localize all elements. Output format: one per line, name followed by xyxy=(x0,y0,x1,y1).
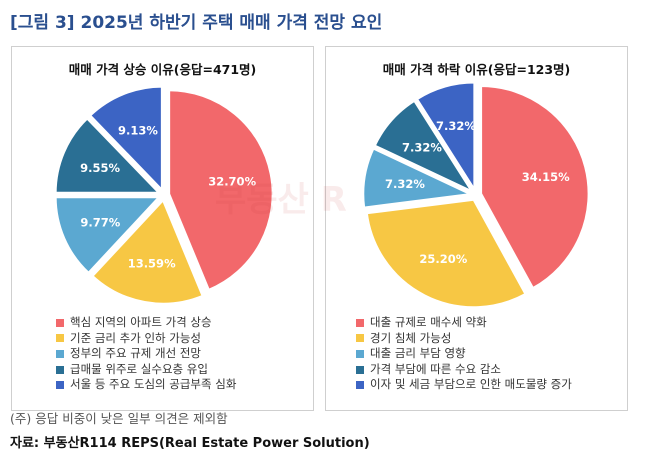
footnote: (주) 응답 비중이 낮은 일부 의견은 제외함 xyxy=(10,411,228,426)
pie-chart-rise: 32.70% 13.59% 9.77% 9.55% 9.13% xyxy=(54,85,275,306)
legend-label: 기준 금리 추가 인하 가능성 xyxy=(70,330,202,345)
pie-slice-4 xyxy=(372,98,476,195)
legend-label: 이자 및 세금 부담으로 인한 매도물량 증가 xyxy=(370,377,572,392)
figure-title: [그림 3] 2025년 하반기 주택 매매 가격 전망 요인 xyxy=(10,13,383,33)
legend-item-3: 대출 금리 부담 영향 xyxy=(356,346,572,362)
pie-slice-2 xyxy=(90,197,205,306)
legend-label: 대출 금리 부담 영향 xyxy=(370,346,466,361)
legend-label: 정부의 주요 규제 개선 전망 xyxy=(70,346,202,361)
legend-item-4: 급매물 위주로 실수요층 유입 xyxy=(56,362,236,378)
legend-label: 대출 규제로 매수세 약화 xyxy=(370,315,487,329)
legend-swatch xyxy=(56,349,64,358)
pie-slice-5 xyxy=(88,85,164,194)
legend-label: 경기 침체 가능성 xyxy=(370,330,452,345)
source-line: 자료: 부동산R114 REPS(Real Estate Power Solut… xyxy=(10,436,370,451)
legend-label: 서울 등 주요 도심의 공급부족 심화 xyxy=(70,377,237,392)
slice-label-1: 32.70% xyxy=(208,174,256,188)
pie-slice-4 xyxy=(54,116,163,195)
legend-swatch xyxy=(356,318,364,327)
slice-label-3: 7.32% xyxy=(385,177,425,191)
legend-item-1: 대출 규제로 매수세 약화 xyxy=(356,315,572,331)
legend-item-5: 서울 등 주요 도심의 공급부족 심화 xyxy=(56,377,236,393)
legend-swatch xyxy=(356,349,364,358)
legend-item-5: 이자 및 세금 부담으로 인한 매도물량 증가 xyxy=(356,377,572,393)
legend-item-3: 정부의 주요 규제 개선 전망 xyxy=(56,346,236,362)
slice-label-2: 25.20% xyxy=(419,252,467,266)
chart-panel-fall: 매매 가격 하락 이유(응답=123명) 34.15% 25.20% 7.32% 7.… xyxy=(325,46,628,411)
pie-slice-2 xyxy=(365,198,528,309)
legend-swatch xyxy=(56,318,64,327)
chart-title-fall: 매매 가격 하락 이유(응답=123명) xyxy=(382,62,571,77)
legend-fall: 대출 규제로 매수세 약화 경기 침체 가능성 대출 금리 부담 영향 가격 부담에 … xyxy=(356,315,572,393)
legend-swatch xyxy=(356,365,364,374)
legend-item-4: 가격 부담에 따른 수요 감소 xyxy=(356,362,572,378)
slice-label-4: 7.32% xyxy=(402,140,442,154)
slice-label-2: 13.59% xyxy=(128,256,176,270)
legend-label: 핵심 지역의 아파트 가격 상승 xyxy=(70,315,212,329)
pie-slice-3 xyxy=(54,195,163,275)
legend-swatch xyxy=(56,381,64,390)
legend-label: 가격 부담에 따른 수요 감소 xyxy=(370,361,502,376)
pie-slice-3 xyxy=(361,146,476,210)
chart-panel-rise: 매매 가격 상승 이유(응답=471명) 32.70% 13.59% 9.77% 9.… xyxy=(11,46,314,411)
legend-rise: 핵심 지역의 아파트 가격 상승 기준 금리 추가 인하 가능성 정부의 주요 규제… xyxy=(56,315,236,393)
legend-swatch xyxy=(356,381,364,390)
pie-slice-5 xyxy=(414,80,476,195)
legend-label: 급매물 위주로 실수요층 유입 xyxy=(70,361,208,376)
pie-slice-1 xyxy=(479,84,591,291)
slice-label-1: 34.15% xyxy=(522,170,570,184)
slice-label-4: 9.55% xyxy=(80,161,120,175)
slice-label-3: 9.77% xyxy=(80,216,120,230)
legend-item-2: 경기 침체 가능성 xyxy=(356,331,572,347)
slice-label-5: 9.13% xyxy=(118,124,158,138)
slice-label-5: 7.32% xyxy=(436,119,476,133)
legend-item-1: 핵심 지역의 아파트 가격 상승 xyxy=(56,315,236,331)
pie-chart-fall: 34.15% 25.20% 7.32% 7.32% 7.32% xyxy=(361,80,591,309)
pie-slice-1 xyxy=(167,88,275,292)
legend-item-2: 기준 금리 추가 인하 가능성 xyxy=(56,331,236,347)
legend-swatch xyxy=(356,334,364,343)
legend-swatch xyxy=(56,334,64,343)
chart-title-rise: 매매 가격 상승 이유(응답=471명) xyxy=(68,62,257,77)
legend-swatch xyxy=(56,365,64,374)
